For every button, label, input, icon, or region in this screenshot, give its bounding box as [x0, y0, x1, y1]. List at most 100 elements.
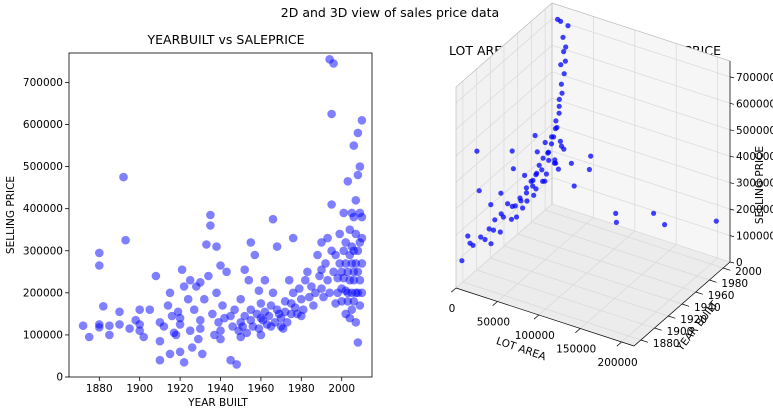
scatter-3d-point [478, 234, 484, 240]
scatter-3d-z-tick-mark [729, 102, 735, 105]
scatter-3d-grid-line [551, 71, 731, 131]
scatter-2d-point [276, 313, 286, 323]
scatter-2d-point [155, 355, 165, 365]
scatter-2d-point [307, 282, 316, 291]
scatter-2d-point [309, 301, 318, 310]
scatter-3d-point [551, 134, 557, 140]
scatter-2d-point [84, 332, 94, 342]
scatter-2d-point [206, 221, 215, 230]
scatter-2d-point [345, 225, 355, 234]
scatter-3d-point [488, 241, 494, 247]
scatter-2d-point [268, 288, 278, 298]
scatter-2d-point [351, 229, 361, 239]
scatter-2d-point [244, 275, 254, 285]
scatter-2d-point [270, 318, 280, 327]
scatter-2d-point [212, 242, 221, 251]
scatter-3d-pane-edge [455, 2, 553, 88]
scatter-3d-y-tick-label: 1940 [694, 302, 721, 314]
scatter-2d-point [333, 273, 343, 283]
scatter-3d-y-tick-label: 1920 [680, 314, 707, 326]
scatter-2d-point [349, 297, 359, 306]
scatter-3d-z-tick-mark [729, 155, 735, 158]
scatter-2d-point [232, 360, 241, 369]
scatter-3d-grid-line [490, 257, 669, 317]
scatter-2d-y-label: SELLING PRICE [5, 176, 17, 254]
scatter-3d-z-tick-label: 600000 [736, 98, 773, 110]
scatter-3d-z-tick-label: 200000 [736, 204, 773, 216]
scatter-2d-point [171, 330, 181, 340]
scatter-2d-point [329, 59, 338, 68]
scatter-3d-point [558, 143, 565, 149]
scatter-3d-points [459, 16, 719, 264]
scatter-3d-point [523, 190, 530, 196]
scatter-2d-point [230, 305, 239, 315]
scatter-3d-x-tick-mark [492, 301, 498, 306]
scatter-3d-x-tick-label: 150000 [556, 344, 596, 356]
scatter-3d-point [568, 160, 575, 166]
scatter-2d-point [284, 275, 294, 285]
scatter-2d-point [222, 267, 231, 277]
scatter-2d-point [288, 288, 298, 298]
scatter-2d-point [210, 330, 219, 340]
scatter-2d-y-tick-label: 500000 [23, 161, 63, 173]
scatter-2d-point [329, 267, 338, 277]
scatter-3d-chart: LOT AREA VS YEAR BUILT vs SELLING PRICE … [449, 2, 773, 369]
scatter-2d-point [266, 301, 276, 310]
scatter-3d-point [558, 81, 565, 87]
scatter-2d-point [236, 294, 245, 304]
scatter-3d-x-tick-mark [450, 287, 457, 293]
scatter-2d-point [353, 170, 363, 180]
scatter-2d-point [187, 343, 197, 352]
scatter-2d-point [204, 271, 213, 281]
scatter-3d-point [662, 222, 668, 228]
scatter-3d-x-tick-label: 50000 [477, 317, 510, 329]
scatter-3d-point [524, 198, 530, 204]
scatter-2d-point [268, 214, 278, 224]
scatter-2d-point [246, 238, 256, 247]
scatter-3d-grid-line [455, 124, 553, 209]
scatter-2d-point [139, 332, 148, 342]
scatter-2d-point [194, 334, 203, 344]
scatter-2d-x-ticks: 1880 1900 1920 1940 1960 1980 2000 [86, 377, 355, 395]
scatter-2d-y-tick-label: 400000 [23, 203, 63, 215]
scatter-3d-point [559, 90, 565, 96]
scatter-3d-y-tick-mark [695, 291, 703, 295]
scatter-2d-point [78, 321, 88, 331]
scatter-2d-point [216, 326, 225, 336]
scatter-2d-point [159, 322, 169, 331]
scatter-2d-x-tick-label: 1940 [207, 383, 234, 395]
scatter-2d-point [218, 301, 227, 310]
scatter-2d-point [95, 248, 104, 258]
scatter-2d-point [313, 250, 322, 260]
scatter-2d-point [121, 235, 130, 245]
scatter-2d-point [206, 210, 215, 220]
scatter-3d-point [588, 153, 594, 159]
scatter-2d-point [175, 313, 185, 323]
scatter-3d-point [508, 216, 515, 222]
scatter-2d-point [323, 275, 332, 285]
scatter-3d-back-pane [552, 3, 730, 262]
scatter-2d-point [303, 267, 312, 277]
scatter-3d-point [554, 124, 560, 131]
scatter-2d-point [339, 246, 349, 256]
scatter-3d-point [482, 236, 488, 243]
scatter-2d-point [295, 284, 304, 293]
scatter-2d-point [95, 323, 104, 332]
scatter-3d-point [536, 162, 542, 168]
scatter-2d-point [357, 212, 367, 222]
scatter-2d-point [196, 324, 205, 333]
scatter-3d-y-tick-mark [668, 315, 676, 319]
scatter-2d-y-tick-label: 600000 [23, 119, 63, 131]
scatter-2d-point [183, 294, 193, 304]
scatter-3d-point [546, 157, 552, 163]
scatter-3d-point [555, 166, 562, 172]
scatter-3d-z-label: SELLING PRICE [754, 146, 766, 224]
scatter-2d-point [317, 238, 326, 247]
scatter-3d-y-tick-label: 1960 [708, 290, 735, 302]
scatter-2d-x-tick-label: 1980 [288, 383, 315, 395]
scatter-3d-point [509, 148, 515, 154]
scatter-2d-point [357, 233, 367, 243]
scatter-3d-point [498, 190, 504, 196]
scatter-2d-point [343, 267, 353, 277]
scatter-2d-point [351, 259, 361, 268]
